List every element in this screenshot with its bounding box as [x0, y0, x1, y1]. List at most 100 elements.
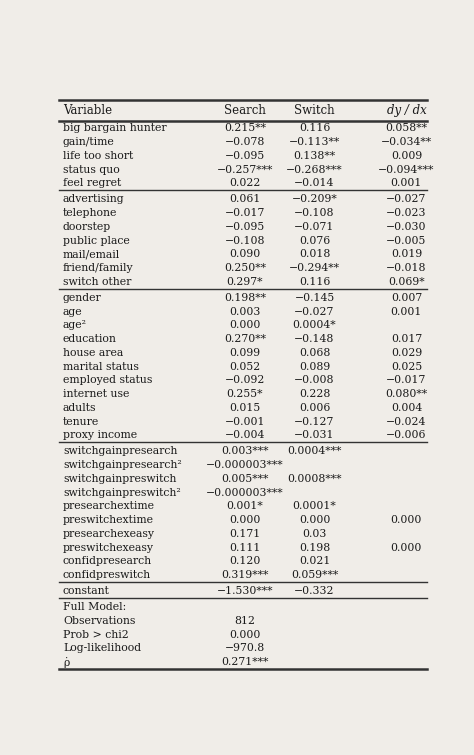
Text: −0.268***: −0.268***: [286, 165, 343, 174]
Text: −0.113**: −0.113**: [289, 137, 340, 147]
Text: 0.198: 0.198: [299, 543, 330, 553]
Text: 0.018: 0.018: [299, 249, 330, 259]
Text: Switch: Switch: [294, 104, 335, 118]
Text: 0.271***: 0.271***: [221, 657, 268, 667]
Text: −0.023: −0.023: [386, 208, 427, 218]
Text: −0.027: −0.027: [386, 194, 427, 205]
Text: 0.052: 0.052: [229, 362, 260, 371]
Text: 0.000: 0.000: [229, 320, 260, 331]
Text: 0.022: 0.022: [229, 178, 260, 188]
Text: tenure: tenure: [63, 417, 99, 427]
Text: 0.215**: 0.215**: [224, 123, 266, 134]
Text: 0.116: 0.116: [299, 123, 330, 134]
Text: Search: Search: [224, 104, 266, 118]
Text: education: education: [63, 334, 117, 344]
Text: 0.120: 0.120: [229, 556, 260, 566]
Text: 0.198**: 0.198**: [224, 293, 266, 303]
Text: 0.250**: 0.250**: [224, 263, 266, 273]
Text: −0.148: −0.148: [294, 334, 335, 344]
Text: proxy income: proxy income: [63, 430, 137, 440]
Text: switchgainpreswitch²: switchgainpreswitch²: [63, 488, 181, 498]
Text: 0.001: 0.001: [391, 307, 422, 316]
Text: −0.034**: −0.034**: [381, 137, 432, 147]
Text: −0.018: −0.018: [386, 263, 427, 273]
Text: 0.076: 0.076: [299, 236, 330, 245]
Text: 0.255*: 0.255*: [227, 389, 263, 399]
Text: Variable: Variable: [63, 104, 112, 118]
Text: status quo: status quo: [63, 165, 119, 174]
Text: 0.111: 0.111: [229, 543, 260, 553]
Text: −0.095: −0.095: [225, 222, 265, 232]
Text: −0.006: −0.006: [386, 430, 427, 440]
Text: confidpreswitch: confidpreswitch: [63, 570, 151, 580]
Text: preswitchexeasy: preswitchexeasy: [63, 543, 154, 553]
Text: 0.017: 0.017: [391, 334, 422, 344]
Text: 0.000: 0.000: [391, 543, 422, 553]
Text: 0.0004***: 0.0004***: [287, 446, 342, 456]
Text: −0.001: −0.001: [225, 417, 265, 427]
Text: −0.092: −0.092: [225, 375, 265, 385]
Text: 0.068: 0.068: [299, 348, 330, 358]
Text: gender: gender: [63, 293, 102, 303]
Text: −0.017: −0.017: [225, 208, 265, 218]
Text: 0.000: 0.000: [391, 515, 422, 525]
Text: Log-likelihood: Log-likelihood: [63, 643, 141, 653]
Text: adults: adults: [63, 403, 96, 413]
Text: 0.007: 0.007: [391, 293, 422, 303]
Text: 0.005***: 0.005***: [221, 474, 268, 484]
Text: 0.228: 0.228: [299, 389, 330, 399]
Text: −0.031: −0.031: [294, 430, 335, 440]
Text: −0.017: −0.017: [386, 375, 427, 385]
Text: 0.270**: 0.270**: [224, 334, 266, 344]
Text: 0.000: 0.000: [229, 630, 260, 639]
Text: public place: public place: [63, 236, 130, 245]
Text: 0.001*: 0.001*: [227, 501, 263, 511]
Text: dy / dx: dy / dx: [386, 104, 426, 118]
Text: switchgainpresearch: switchgainpresearch: [63, 446, 177, 456]
Text: 0.080**: 0.080**: [385, 389, 428, 399]
Text: 0.0001*: 0.0001*: [292, 501, 337, 511]
Text: advertising: advertising: [63, 194, 125, 205]
Text: 0.0004*: 0.0004*: [293, 320, 337, 331]
Text: switchgainpresearch²: switchgainpresearch²: [63, 460, 182, 470]
Text: 0.001: 0.001: [391, 178, 422, 188]
Text: −0.000003***: −0.000003***: [206, 460, 283, 470]
Text: −0.030: −0.030: [386, 222, 427, 232]
Text: ρ̇: ρ̇: [63, 657, 69, 667]
Text: 812: 812: [234, 616, 255, 626]
Text: age²: age²: [63, 320, 87, 331]
Text: constant: constant: [63, 586, 110, 596]
Text: −0.108: −0.108: [294, 208, 335, 218]
Text: Full Model:: Full Model:: [63, 602, 126, 612]
Text: −0.127: −0.127: [294, 417, 335, 427]
Text: mail/email: mail/email: [63, 249, 120, 259]
Text: switchgainpreswitch: switchgainpreswitch: [63, 474, 176, 484]
Text: 0.015: 0.015: [229, 403, 260, 413]
Text: 0.000: 0.000: [229, 515, 260, 525]
Text: −0.294**: −0.294**: [289, 263, 340, 273]
Text: preswitchextime: preswitchextime: [63, 515, 154, 525]
Text: −0.257***: −0.257***: [217, 165, 273, 174]
Text: 0.000: 0.000: [299, 515, 330, 525]
Text: −0.209*: −0.209*: [292, 194, 337, 205]
Text: life too short: life too short: [63, 151, 133, 161]
Text: −0.024: −0.024: [386, 417, 427, 427]
Text: −0.145: −0.145: [294, 293, 335, 303]
Text: 0.099: 0.099: [229, 348, 260, 358]
Text: −0.332: −0.332: [294, 586, 335, 596]
Text: −970.8: −970.8: [225, 643, 265, 653]
Text: 0.061: 0.061: [229, 194, 260, 205]
Text: 0.021: 0.021: [299, 556, 330, 566]
Text: −0.005: −0.005: [386, 236, 427, 245]
Text: 0.089: 0.089: [299, 362, 330, 371]
Text: 0.297*: 0.297*: [227, 277, 263, 287]
Text: 0.138**: 0.138**: [293, 151, 336, 161]
Text: employed status: employed status: [63, 375, 152, 385]
Text: −0.014: −0.014: [294, 178, 335, 188]
Text: Prob > chi2: Prob > chi2: [63, 630, 128, 639]
Text: friend/family: friend/family: [63, 263, 134, 273]
Text: −1.530***: −1.530***: [217, 586, 273, 596]
Text: −0.027: −0.027: [294, 307, 335, 316]
Text: telephone: telephone: [63, 208, 117, 218]
Text: −0.008: −0.008: [294, 375, 335, 385]
